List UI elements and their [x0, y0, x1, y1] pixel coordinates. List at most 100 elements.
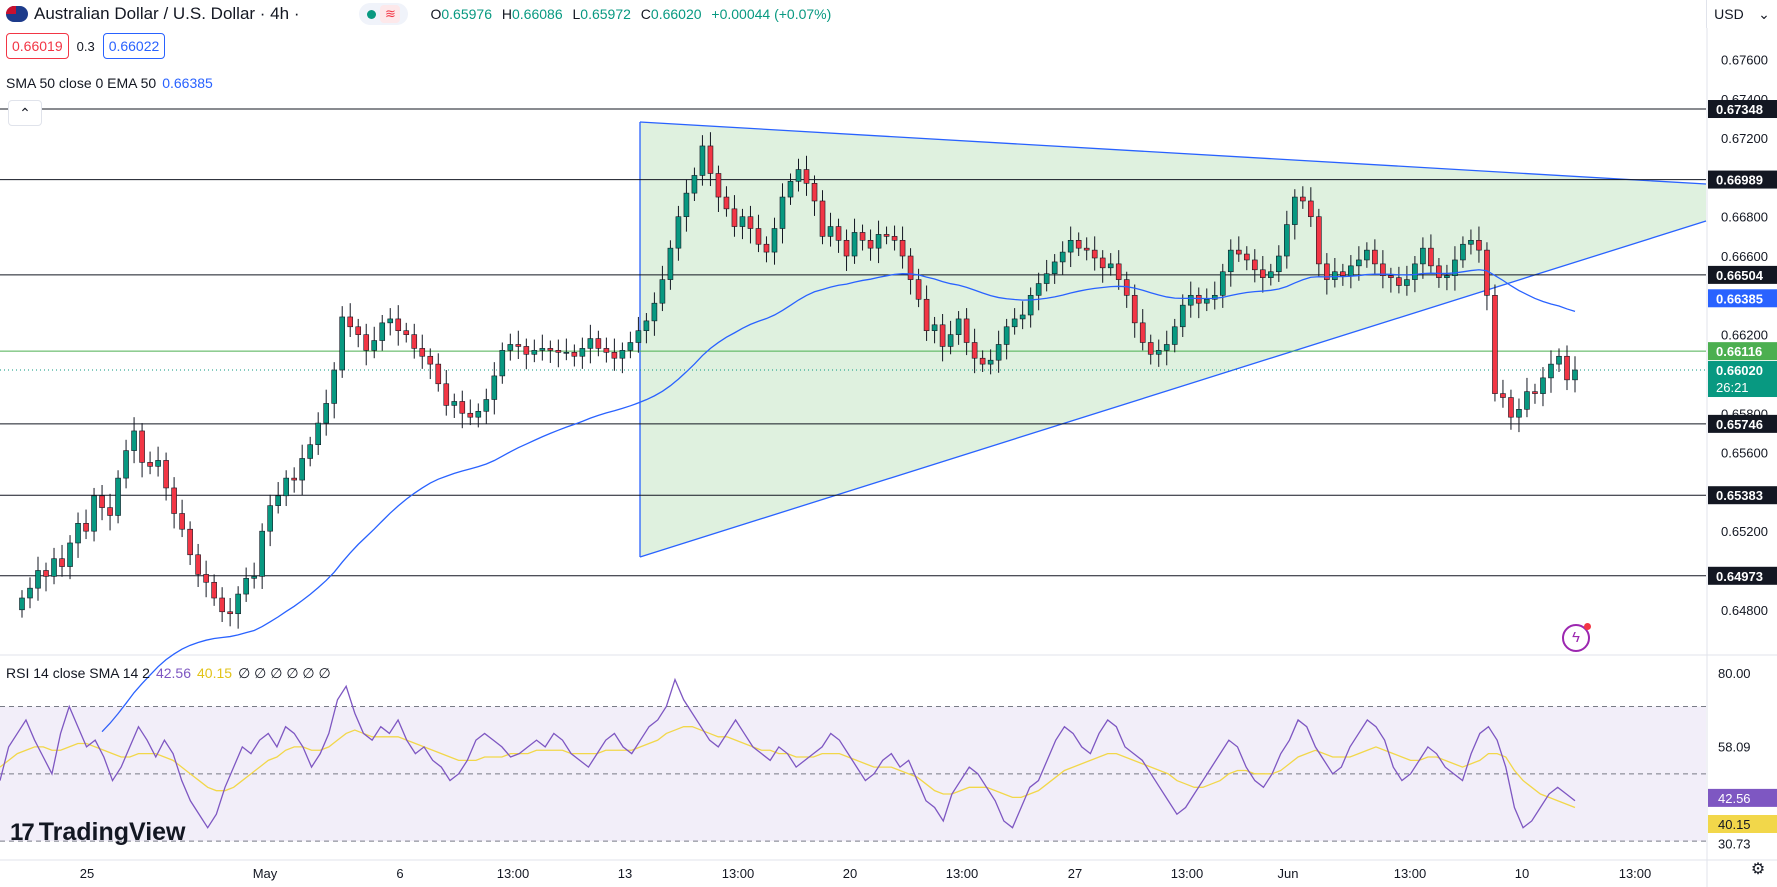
- level-price-tag-label: 0.66504: [1716, 268, 1764, 283]
- time-tick-label: May: [253, 866, 278, 881]
- candle-body: [1235, 249, 1242, 255]
- candle: [179, 499, 185, 538]
- candle-body: [795, 169, 802, 182]
- candle: [731, 195, 738, 237]
- candle-body: [1372, 249, 1378, 265]
- candle: [755, 214, 762, 253]
- candle: [403, 322, 410, 343]
- candle-body: [1516, 409, 1522, 418]
- candle: [59, 544, 65, 577]
- collapse-legend-button[interactable]: ⌃: [8, 100, 42, 126]
- indicator-legend[interactable]: SMA 50 close 0 EMA 50 0.66385: [6, 75, 217, 91]
- sell-button[interactable]: 0.66019: [6, 33, 69, 59]
- candle-body: [291, 477, 297, 481]
- candle: [1468, 229, 1474, 255]
- candle: [491, 362, 498, 415]
- candle: [1532, 383, 1538, 404]
- candle-body: [1268, 271, 1274, 278]
- candle-body: [1179, 304, 1186, 328]
- candle: [283, 470, 289, 507]
- triangle-upper-line: [639, 121, 1707, 185]
- rsi-tick-label: 30.73: [1718, 837, 1751, 852]
- candle-body: [1243, 253, 1250, 261]
- candle-body: [1203, 298, 1210, 304]
- candle: [219, 587, 225, 622]
- candle: [1500, 379, 1506, 408]
- candle-body: [1324, 263, 1330, 280]
- candle-body: [1452, 259, 1458, 276]
- candle-body: [59, 558, 65, 567]
- price-tick-label: 0.66200: [1721, 328, 1768, 343]
- candle-body: [1476, 239, 1482, 251]
- candle-body: [1276, 255, 1282, 273]
- high-label: H: [501, 6, 512, 22]
- time-tick-label: 13: [618, 866, 632, 881]
- candle-body: [1219, 271, 1226, 296]
- open-value: 0.65976: [441, 6, 492, 22]
- candle-body: [19, 597, 25, 611]
- candle: [1308, 187, 1314, 227]
- candle-body: [1540, 377, 1546, 394]
- candle: [1524, 377, 1530, 418]
- candle: [811, 175, 818, 216]
- candle-body: [915, 279, 922, 300]
- candle-body: [227, 611, 233, 615]
- candle: [1548, 350, 1554, 393]
- candle-body: [787, 181, 794, 198]
- candle-body: [299, 458, 305, 481]
- time-tick-label: 13:00: [1394, 866, 1427, 881]
- candle: [1219, 263, 1226, 308]
- candle-body: [987, 359, 994, 365]
- rsi-legend[interactable]: RSI 14 close SMA 14 2 42.56 40.15 ∅ ∅ ∅ ∅ ∅…: [6, 665, 331, 682]
- candle-body: [1059, 251, 1066, 263]
- candle-body: [163, 460, 169, 489]
- candle: [1027, 287, 1034, 328]
- market-open-dot-icon: [367, 9, 377, 19]
- status-pill[interactable]: ≋: [359, 3, 409, 25]
- candle: [947, 320, 954, 355]
- candle-body: [523, 346, 530, 355]
- candle: [1404, 265, 1410, 296]
- gear-icon[interactable]: ⚙: [1750, 861, 1766, 878]
- currency-selector[interactable]: USD ⌄: [1706, 0, 1777, 28]
- candle: [307, 436, 313, 467]
- candle: [1059, 241, 1066, 275]
- candle-body: [1316, 216, 1322, 265]
- candle: [115, 470, 121, 524]
- candle-body: [771, 228, 778, 253]
- candle-body: [515, 344, 522, 347]
- buy-button[interactable]: 0.66022: [102, 33, 166, 59]
- candle: [1203, 288, 1210, 312]
- time-tick-label: 20: [843, 866, 857, 881]
- candle-body: [643, 320, 650, 332]
- low-value: 0.65972: [580, 6, 631, 22]
- candle-body: [667, 247, 674, 280]
- candle: [955, 311, 962, 345]
- candle-body: [395, 318, 402, 332]
- candle-body: [803, 169, 810, 184]
- rsi-value-tag-label: 42.56: [1718, 791, 1751, 806]
- candle: [395, 305, 402, 346]
- candle-body: [83, 523, 89, 532]
- candle-body: [587, 338, 594, 349]
- candle: [547, 340, 554, 363]
- flash-icon[interactable]: ϟ: [1562, 623, 1591, 652]
- candle-body: [531, 350, 538, 355]
- candle: [971, 328, 978, 374]
- candle: [627, 331, 634, 359]
- indicator-value: 0.66385: [162, 75, 213, 91]
- candle-body: [115, 477, 121, 516]
- candle-body: [283, 477, 289, 497]
- candle-body: [547, 348, 554, 351]
- candle-body: [995, 344, 1002, 361]
- symbol-title[interactable]: Australian Dollar / U.S. Dollar · 4h ·: [34, 4, 300, 23]
- candle: [1332, 257, 1338, 288]
- candle-body: [1083, 247, 1090, 251]
- candle: [83, 509, 89, 540]
- candle: [659, 265, 666, 312]
- candle: [851, 218, 858, 264]
- candle: [723, 186, 730, 217]
- candle-body: [51, 558, 57, 577]
- candle: [1195, 287, 1202, 319]
